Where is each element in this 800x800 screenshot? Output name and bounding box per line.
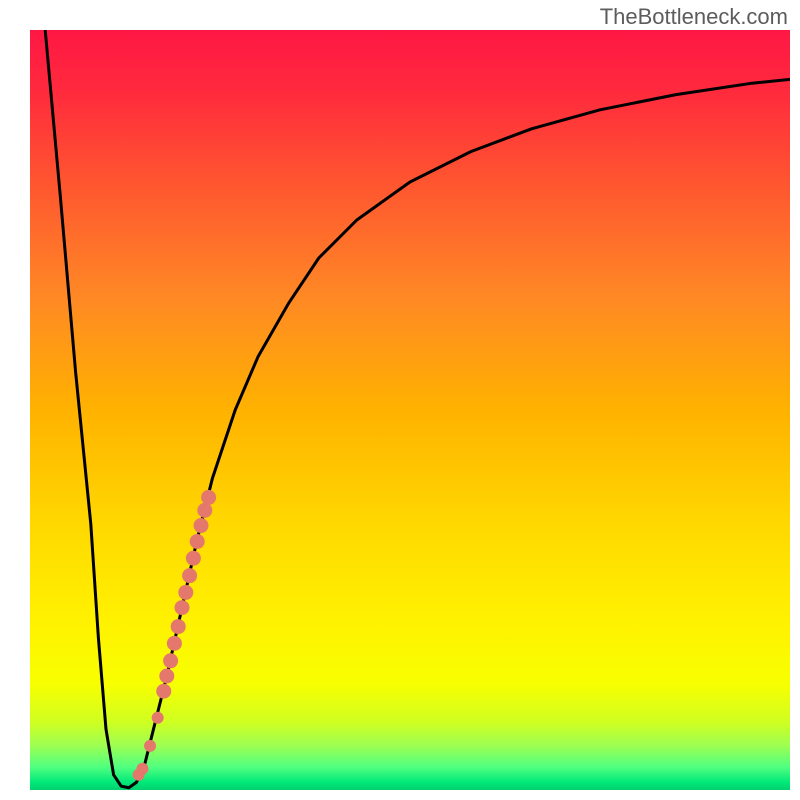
marker-segment (144, 740, 156, 752)
marker-segment (152, 712, 164, 724)
chart-svg (30, 30, 790, 790)
watermark-text: TheBottleneck.com (600, 4, 788, 30)
chart-background (30, 30, 790, 790)
chart-container (30, 30, 790, 790)
